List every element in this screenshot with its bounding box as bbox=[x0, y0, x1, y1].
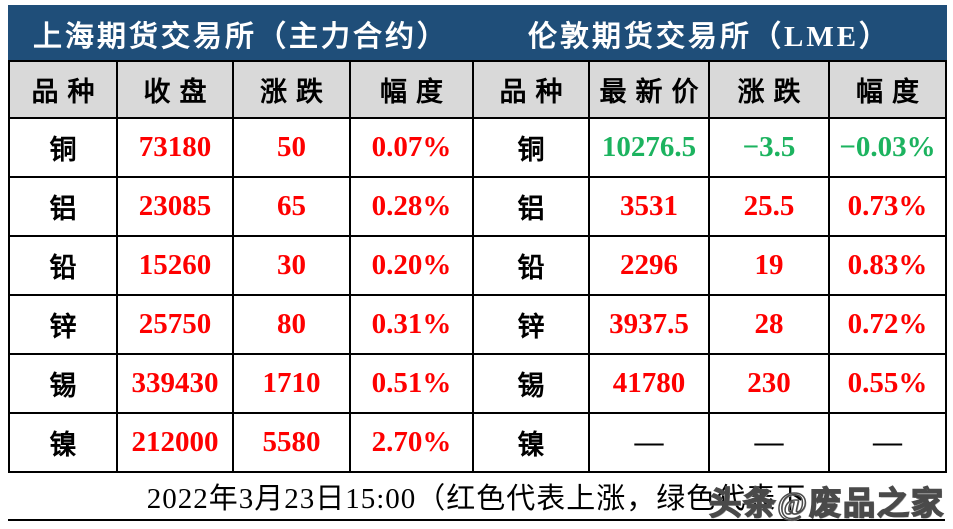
change-value: 25.5 bbox=[708, 176, 831, 237]
metal-name: 铅 bbox=[8, 235, 118, 296]
metal-name: 锡 bbox=[8, 353, 118, 414]
timestamp-legend-text: 2022年3月23日15:00（红色代表上涨，绿色代表下 bbox=[146, 483, 807, 515]
close-value: 73180 bbox=[116, 117, 234, 178]
footer-note: 2022年3月23日15:00（红色代表上涨，绿色代表下 bbox=[8, 473, 945, 521]
metal-name: 镍 bbox=[472, 412, 591, 473]
close-value: 212000 bbox=[116, 412, 234, 473]
metal-name: 锡 bbox=[472, 353, 591, 414]
change-value: 30 bbox=[232, 235, 351, 296]
lme-col-change: 涨跌 bbox=[708, 60, 831, 119]
change-value: 5580 bbox=[232, 412, 351, 473]
metal-name: 铝 bbox=[472, 176, 591, 237]
close-value: 25750 bbox=[116, 294, 234, 355]
latest-value: 3937.5 bbox=[588, 294, 711, 355]
shfe-col-change: 涨跌 bbox=[232, 60, 351, 119]
pct-value: 0.07% bbox=[348, 117, 475, 178]
latest-value: — bbox=[588, 412, 711, 473]
change-value: 28 bbox=[708, 294, 831, 355]
exchange-title-row: 上海期货交易所（主力合约） 伦敦期货交易所（LME） bbox=[7, 5, 948, 62]
metal-price-table: 上海期货交易所（主力合约） 伦敦期货交易所（LME） 品种 收盘 涨跌 幅度 品… bbox=[7, 5, 948, 473]
watermark-text: 头条@废品之家 bbox=[708, 484, 945, 522]
close-value: 23085 bbox=[116, 176, 234, 237]
pct-value: 0.83% bbox=[828, 235, 948, 296]
pct-value: 0.31% bbox=[348, 294, 475, 355]
lme-col-pct: 幅度 bbox=[828, 60, 948, 119]
shfe-col-variety: 品种 bbox=[8, 60, 118, 119]
change-value: −3.5 bbox=[708, 117, 831, 178]
close-value: 15260 bbox=[116, 235, 234, 296]
metal-name: 铜 bbox=[472, 117, 591, 178]
lme-title: 伦敦期货交易所（LME） bbox=[472, 5, 948, 62]
shfe-col-close: 收盘 bbox=[116, 60, 234, 119]
latest-value: 2296 bbox=[588, 235, 711, 296]
metal-name: 锌 bbox=[472, 294, 591, 355]
latest-value: 41780 bbox=[588, 353, 711, 414]
pct-value: 0.73% bbox=[828, 176, 948, 237]
change-value: 80 bbox=[232, 294, 351, 355]
pct-value: 2.70% bbox=[348, 412, 475, 473]
pct-value: −0.03% bbox=[828, 117, 948, 178]
pct-value: 0.28% bbox=[348, 176, 475, 237]
pct-value: — bbox=[828, 412, 948, 473]
change-value: 19 bbox=[708, 235, 831, 296]
pct-value: 0.20% bbox=[348, 235, 475, 296]
shfe-col-pct: 幅度 bbox=[348, 60, 475, 119]
metal-name: 铝 bbox=[8, 176, 118, 237]
table-row-aluminum: 铝 23085 65 0.28% 铝 3531 25.5 0.73% bbox=[8, 176, 948, 237]
table-row-nickel: 镍 212000 5580 2.70% 镍 — — — bbox=[8, 412, 948, 473]
pct-value: 0.55% bbox=[828, 353, 948, 414]
close-value: 339430 bbox=[116, 353, 234, 414]
change-value: 1710 bbox=[232, 353, 351, 414]
column-header-row: 品种 收盘 涨跌 幅度 品种 最新价 涨跌 幅度 bbox=[8, 60, 948, 119]
change-value: 65 bbox=[232, 176, 351, 237]
metal-name: 锌 bbox=[8, 294, 118, 355]
change-value: 230 bbox=[708, 353, 831, 414]
table-row-tin: 锡 339430 1710 0.51% 锡 41780 230 0.55% bbox=[8, 353, 948, 414]
metal-name: 镍 bbox=[8, 412, 118, 473]
lme-col-variety: 品种 bbox=[472, 60, 591, 119]
metal-name: 铜 bbox=[8, 117, 118, 178]
change-value: 50 bbox=[232, 117, 351, 178]
table-row-copper: 铜 73180 50 0.07% 铜 10276.5 −3.5 −0.03% bbox=[8, 117, 948, 178]
shfe-title: 上海期货交易所（主力合约） bbox=[7, 5, 475, 62]
table-row-zinc: 锌 25750 80 0.31% 锌 3937.5 28 0.72% bbox=[8, 294, 948, 355]
lme-col-latest: 最新价 bbox=[588, 60, 711, 119]
pct-value: 0.72% bbox=[828, 294, 948, 355]
latest-value: 3531 bbox=[588, 176, 711, 237]
pct-value: 0.51% bbox=[348, 353, 475, 414]
latest-value: 10276.5 bbox=[588, 117, 711, 178]
table-row-lead: 铅 15260 30 0.20% 铅 2296 19 0.83% bbox=[8, 235, 948, 296]
change-value: — bbox=[708, 412, 831, 473]
metal-name: 铅 bbox=[472, 235, 591, 296]
